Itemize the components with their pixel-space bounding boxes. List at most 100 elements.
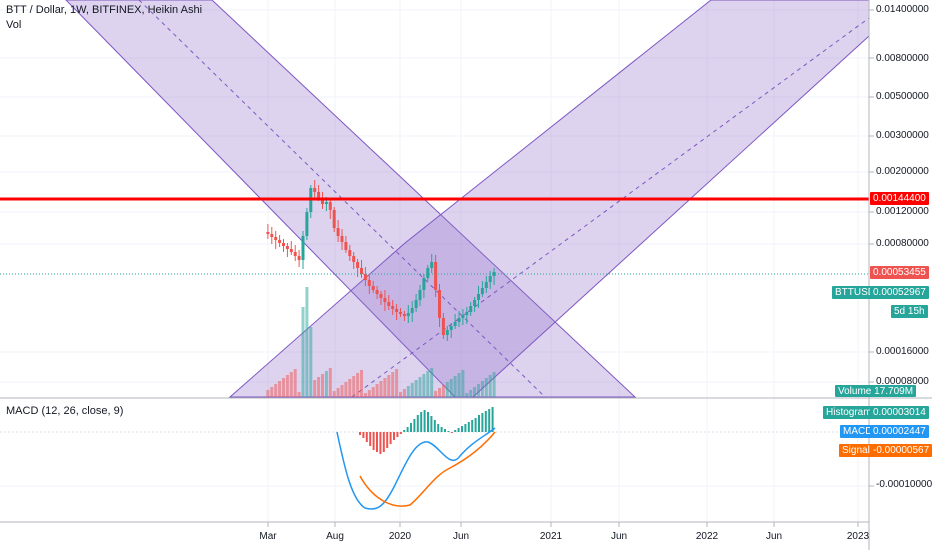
macd-label[interactable]: MACD (12, 26, close, 9)	[6, 405, 124, 417]
volume-label[interactable]: Vol	[6, 19, 22, 31]
histogram-bar	[386, 432, 389, 448]
candle-body	[348, 250, 352, 256]
histogram-bar	[410, 423, 412, 432]
volume-bar	[278, 381, 282, 397]
candle-body	[445, 330, 449, 335]
candle-body	[434, 262, 438, 290]
histogram-bar	[488, 409, 491, 432]
volume-bar	[430, 368, 434, 397]
candle-body	[422, 278, 426, 290]
candle-body	[379, 294, 383, 298]
candle-body	[461, 315, 465, 318]
candle-body	[473, 300, 477, 306]
volume-bar	[293, 369, 297, 397]
price-tick: 0.00300000	[876, 130, 929, 141]
time-tick: Jun	[765, 531, 783, 542]
candle-body	[332, 210, 336, 228]
histogram-bar	[464, 424, 467, 432]
volume-bar	[387, 375, 391, 397]
candle-body	[340, 236, 344, 242]
histogram-bar	[389, 432, 392, 444]
volume-bar	[367, 390, 371, 397]
volume-bar	[477, 384, 480, 397]
candle-body	[438, 290, 441, 318]
volume-bar	[422, 374, 426, 397]
volume-bar	[356, 373, 360, 397]
candle-body	[426, 268, 430, 278]
candle-body	[371, 286, 375, 290]
candle-body	[360, 268, 363, 274]
candle-body	[465, 312, 469, 315]
candle-body	[387, 302, 391, 306]
histogram-bar	[478, 415, 480, 432]
candle-body	[449, 326, 453, 330]
volume-bar	[266, 390, 270, 397]
histogram-bar	[362, 432, 365, 438]
volume-bar	[324, 371, 328, 397]
macd-indicator	[0, 407, 869, 510]
volume-bar	[317, 377, 321, 397]
volume-tag: Volume 17.709M	[835, 385, 917, 397]
candle-body	[375, 290, 379, 294]
volume-bar	[414, 380, 418, 397]
volume-bar	[461, 370, 465, 397]
candle-body	[441, 318, 445, 335]
candle-body	[492, 272, 496, 276]
time-tick: 2021	[539, 531, 563, 542]
high-price-tag: 0.00053455	[870, 266, 929, 279]
candle-body	[328, 202, 332, 210]
volume-bar	[336, 388, 340, 397]
histogram-bar	[457, 428, 460, 432]
histogram-bar	[484, 411, 487, 432]
price-tick: 0.00800000	[876, 53, 929, 64]
volume-bar	[305, 287, 309, 397]
volume-bar	[457, 373, 461, 397]
histogram-value-tag: 0.00003014	[870, 406, 929, 419]
candle-body	[457, 318, 461, 322]
last-price-tag: 0.00052967	[870, 286, 929, 299]
histogram-bar	[440, 427, 443, 432]
volume-bar	[289, 372, 293, 397]
candle-body	[383, 298, 387, 302]
candle-body	[367, 280, 371, 286]
candle-body	[484, 282, 488, 288]
histogram-bar	[461, 426, 463, 432]
volume-bar	[285, 375, 289, 397]
histogram-bar	[372, 432, 375, 450]
volume-bar	[469, 390, 473, 397]
volume-bar	[282, 378, 285, 397]
volume-bar	[309, 327, 313, 397]
ascending-channel-midline	[351, 17, 870, 398]
candle-body	[391, 306, 395, 309]
resistance-price-tag: 0.00144400	[870, 192, 929, 205]
price-tick: 0.00120000	[876, 206, 929, 217]
histogram-bar	[379, 432, 382, 454]
candles	[266, 180, 496, 341]
macd-name-tag: MACD	[840, 425, 876, 438]
histogram-bar	[365, 432, 368, 442]
candle-body	[293, 252, 297, 256]
volume-bar	[399, 392, 402, 397]
candle-body	[418, 290, 422, 300]
histogram-bar	[474, 418, 477, 432]
time-tick: Aug	[326, 531, 344, 542]
histogram-bar	[491, 407, 494, 432]
chart-title[interactable]: BTT / Dollar, 1W, BITFINEX, Heikin Ashi	[6, 4, 203, 16]
price-tick: 0.00016000	[876, 346, 929, 357]
histogram-bar	[437, 424, 440, 432]
volume-bar	[301, 307, 305, 397]
candle-body	[352, 256, 356, 262]
volume-bar	[379, 381, 383, 397]
volume-bar	[488, 375, 492, 397]
histogram-bar	[413, 419, 416, 432]
histogram-bar	[444, 429, 446, 432]
candle-body	[324, 202, 328, 204]
histogram-bar	[433, 420, 436, 432]
histogram-bar	[403, 430, 406, 432]
volume-bar	[352, 376, 356, 397]
symbol-tag: BTTUSD	[832, 286, 878, 299]
price-tick: 0.00500000	[876, 91, 929, 102]
grid	[0, 0, 869, 522]
candle-body	[469, 306, 473, 312]
